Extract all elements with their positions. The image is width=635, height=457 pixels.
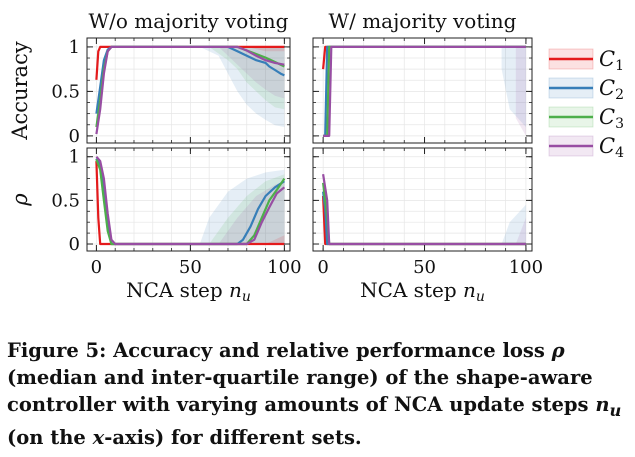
series-line-C2 bbox=[95, 45, 285, 114]
x-tick-label: 100 bbox=[509, 257, 543, 278]
x-tick-label: 0 bbox=[317, 257, 328, 278]
x-axis-label: NCA step nu bbox=[126, 278, 251, 305]
panel-top-left: 0 0.5 1 W/o majority voting Accuracy bbox=[8, 9, 291, 147]
series-line-C4 bbox=[95, 45, 285, 135]
iqr-band-C3 bbox=[209, 174, 285, 244]
legend-entry-C2: C2 bbox=[548, 76, 624, 103]
y-tick-label: 0 bbox=[69, 234, 80, 255]
legend-label: C4 bbox=[599, 134, 624, 161]
caption-nu: n bbox=[595, 393, 610, 416]
iqr-band-C1 bbox=[265, 235, 285, 244]
x-tick-label: 50 bbox=[413, 257, 436, 278]
y-tick-label: 0.5 bbox=[51, 81, 80, 102]
caption-mid: (median and inter-quartile range) of the… bbox=[7, 366, 596, 416]
legend-label: C3 bbox=[599, 105, 624, 132]
legend-entry-C4: C4 bbox=[548, 134, 624, 161]
legend-label: C2 bbox=[599, 76, 624, 103]
legend-label: C1 bbox=[599, 47, 624, 74]
caption-nu-sub: u bbox=[609, 400, 622, 420]
panel-background bbox=[313, 38, 532, 143]
panel-frame bbox=[86, 37, 291, 144]
iqr-band-C2 bbox=[199, 46, 285, 127]
panel-frame bbox=[86, 147, 291, 252]
iqr-band-C4 bbox=[218, 181, 285, 244]
series-line-C4 bbox=[323, 45, 526, 137]
y-tick-label: 1 bbox=[69, 37, 80, 58]
caption-mid2: (on the bbox=[7, 425, 93, 449]
panel-background bbox=[313, 148, 532, 251]
caption-end: -axis) for different sets. bbox=[104, 425, 362, 449]
x-tick-label: 0 bbox=[91, 257, 102, 278]
y-tick-label: 0 bbox=[69, 126, 80, 147]
caption-prefix: Figure 5: Accuracy and relative performa… bbox=[7, 339, 552, 362]
y-axis-label: ρ bbox=[8, 193, 32, 207]
iqr-band-C2 bbox=[501, 46, 526, 127]
legend-entry-C3: C3 bbox=[548, 105, 624, 132]
panel-title: W/ majority voting bbox=[329, 9, 517, 33]
panel-title: W/o majority voting bbox=[89, 9, 289, 33]
y-axis-label: Accuracy bbox=[8, 41, 32, 141]
panel-frame bbox=[312, 147, 533, 252]
x-axis-label: NCA step nu bbox=[360, 278, 485, 305]
panel-bottom-right: 0 50 100 NCA step nu bbox=[312, 147, 543, 305]
panel-top-right: W/ majority voting bbox=[312, 9, 533, 144]
series-line-C4 bbox=[322, 174, 526, 246]
y-tick-label: 0.5 bbox=[51, 190, 80, 211]
caption-rho: ρ bbox=[551, 339, 565, 362]
x-tick-label: 100 bbox=[267, 257, 301, 278]
iqr-band-C2 bbox=[199, 169, 285, 244]
iqr-band-C4 bbox=[515, 217, 526, 244]
panel-bottom-left: 0 0.5 1 0 50 100 ρ NCA step nu bbox=[8, 147, 302, 305]
series-line-C4 bbox=[95, 155, 286, 246]
x-tick-label: 50 bbox=[179, 257, 202, 278]
legend-entry-C1: C1 bbox=[548, 47, 624, 74]
panel-frame bbox=[312, 37, 533, 144]
figure-caption: Figure 5: Accuracy and relative performa… bbox=[7, 337, 631, 451]
y-tick-label: 1 bbox=[69, 147, 80, 168]
caption-x: x bbox=[92, 425, 105, 449]
figure-plot: 0 0.5 1 W/o majority voting Accuracy W/ major… bbox=[8, 9, 624, 305]
iqr-band-C2 bbox=[501, 204, 526, 244]
iqr-band-C4 bbox=[515, 46, 526, 136]
